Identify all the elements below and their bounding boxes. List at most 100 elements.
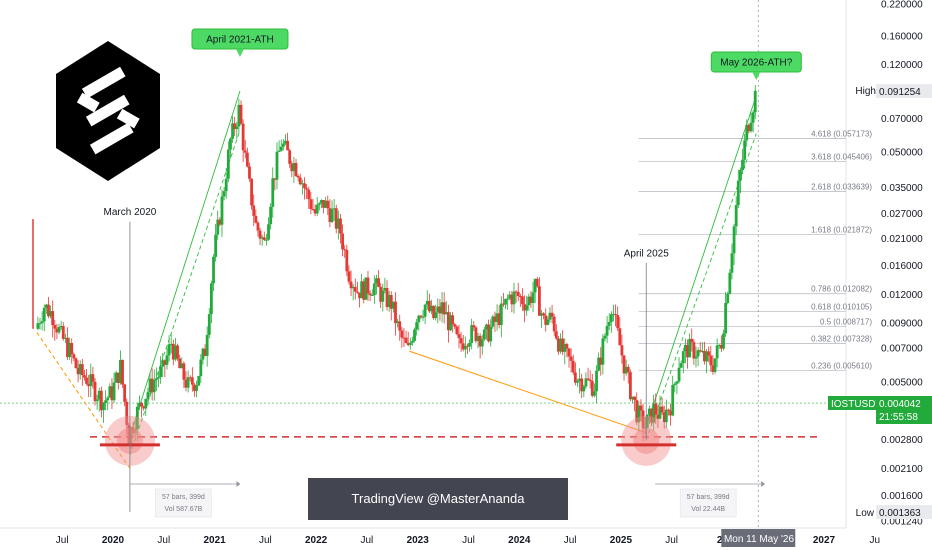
candle-body (40, 321, 44, 324)
candle-body (703, 350, 706, 362)
low-label: Low (856, 508, 875, 519)
candle-body (417, 315, 421, 323)
candle-body (563, 344, 567, 352)
candle-body (74, 358, 78, 369)
measure-volume: Vol 22.44B (691, 506, 725, 513)
candle-body (427, 300, 431, 312)
candle-body (368, 293, 372, 296)
candle-body (328, 208, 332, 223)
candle-body (411, 340, 414, 343)
candle-body (125, 401, 129, 425)
candle-body (609, 314, 613, 322)
time-tick-label: 2022 (305, 535, 328, 546)
candle-body (480, 339, 484, 347)
candle-body (683, 345, 687, 352)
candle-body (51, 311, 55, 326)
candle-body (184, 379, 188, 388)
time-tick-label: 2023 (407, 535, 430, 546)
candle-body (269, 206, 273, 225)
candle-body (398, 321, 402, 331)
candle-body (372, 283, 376, 296)
candle-body (722, 333, 725, 349)
candle-body (546, 319, 550, 325)
candle-body (421, 316, 425, 318)
candle-body (343, 249, 347, 251)
price-tick-label: 0.002100 (881, 464, 923, 475)
time-tick-label: Ju (870, 535, 881, 546)
candle-body (324, 200, 328, 208)
candle-body (245, 152, 249, 167)
candle-body (713, 358, 717, 372)
candle-body (345, 249, 349, 272)
candle-body (474, 327, 478, 342)
candle-body (637, 405, 641, 423)
candle-body (626, 366, 630, 373)
candle-body (362, 281, 366, 300)
candle-body (379, 286, 383, 302)
candle-body (582, 386, 586, 392)
candle-body (571, 360, 575, 373)
candle-body (461, 343, 465, 350)
candle-body (235, 126, 239, 130)
candle-body (557, 338, 560, 352)
candle-body (622, 355, 626, 374)
price-tick-label: 0.009000 (881, 319, 923, 330)
fib-level-label: 1.618 (0.021872) (811, 226, 872, 235)
candle-body (726, 293, 730, 303)
candle-body (114, 372, 118, 383)
candle-body (311, 208, 315, 210)
candle-body (711, 365, 715, 372)
fibonacci-extension: 4.618 (0.057173) 3.618 (0.045406) 2.618 (0… (638, 130, 872, 371)
price-tick-label: 0.035000 (881, 183, 923, 194)
candle-body (93, 381, 97, 402)
time-tick-label: Jul (56, 535, 69, 546)
candle-body (119, 359, 122, 383)
candle-body (110, 386, 114, 401)
candle-body (250, 178, 254, 206)
candle-body (70, 342, 74, 355)
price-tick-label: 0.220000 (881, 0, 923, 11)
price-tick-label: 0.120000 (881, 60, 923, 71)
trend-line (409, 350, 647, 434)
measure-box: 57 bars, 399d Vol 587.67B (130, 481, 241, 518)
candle-body (525, 305, 529, 311)
candle-body (446, 312, 450, 331)
candle-body (631, 396, 634, 400)
candle-body (167, 344, 171, 356)
candle-body (370, 295, 374, 297)
candle-body (159, 366, 163, 378)
candle-body (165, 355, 169, 365)
annotation-callout: April 2021-ATH (191, 28, 289, 57)
price-tick-label: 0.005000 (881, 377, 923, 388)
price-axis[interactable]: 0.220000 0.160000 0.120000 0.070000 0.050000… (881, 0, 923, 528)
fib-level-label: 3.618 (0.045406) (811, 153, 872, 162)
trend-line (645, 95, 757, 427)
candle-body (707, 351, 711, 356)
candle-body (61, 325, 65, 339)
candle-body (482, 329, 486, 340)
price-tick-label: 0.016000 (881, 261, 923, 272)
candle-body (347, 271, 351, 282)
candle-body (99, 390, 103, 411)
candle-body (220, 196, 224, 225)
candle-body (618, 328, 622, 346)
fib-level-label: 0.618 (0.010105) (811, 303, 872, 312)
candle-body (686, 345, 689, 358)
candle-body (753, 90, 757, 113)
price-tick-label: 0.050000 (881, 147, 923, 158)
candle-body (163, 360, 167, 365)
trend-line (645, 133, 757, 440)
price-tick-label: 0.160000 (881, 31, 923, 42)
candle-body (334, 208, 338, 229)
candlestick-series (32, 85, 757, 450)
candle-body (620, 345, 624, 356)
candle-body (188, 377, 192, 379)
candle-body (559, 338, 562, 352)
candle-body (193, 384, 196, 391)
candle-body (504, 298, 507, 305)
candle-body (387, 295, 391, 307)
candle-body (222, 191, 226, 197)
measure-bars: 57 bars, 399d (687, 494, 730, 501)
candle-body (662, 412, 666, 423)
